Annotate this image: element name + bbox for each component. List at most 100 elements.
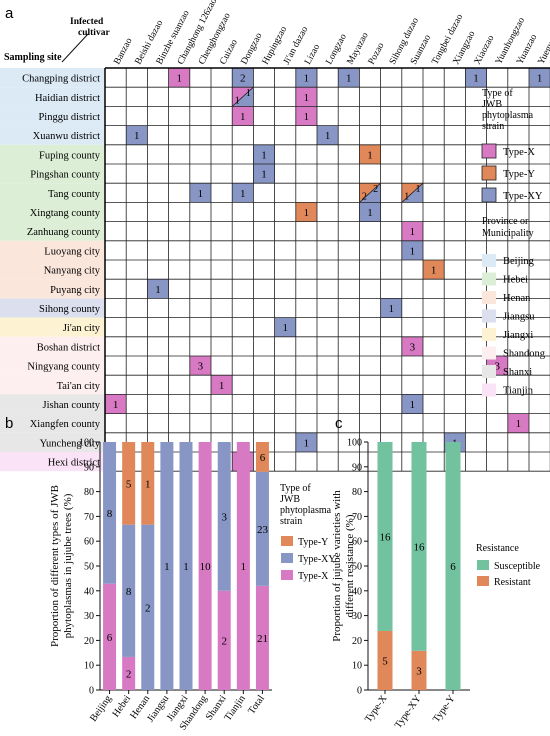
cell-fill	[465, 68, 487, 88]
bar-segment	[141, 524, 155, 690]
panel-c-chart: c0102030405060708090100516Type-X316Type-…	[331, 415, 541, 731]
cell-fill	[211, 375, 233, 395]
y-tick-label: 20	[352, 636, 362, 647]
cell-split-line	[359, 182, 381, 203]
cell-fill	[295, 202, 317, 222]
cell-value: 1	[516, 418, 522, 430]
bar-segment	[122, 656, 136, 690]
bar-count-label: 23	[257, 524, 269, 536]
y-tick-label: 100	[79, 438, 94, 449]
legend-prov-swatch	[482, 309, 496, 323]
legend-prov-title: Municipality	[482, 228, 534, 239]
y-axis-label-line1: Proportion of different types of JWB	[49, 485, 61, 647]
cell-value: 1	[134, 130, 140, 142]
bar-count-label: 1	[145, 478, 151, 490]
site-label: Pingshan county	[30, 170, 100, 181]
legend-type-title: JWB	[482, 99, 502, 110]
cell-value: 3	[494, 361, 500, 373]
legend-prov-label: Jiangsu	[503, 312, 535, 323]
cell-value: 1	[176, 73, 182, 85]
legend-prov-label: Shanxi	[503, 367, 532, 378]
y-tick-label: 70	[84, 512, 94, 523]
cell-value: 1	[304, 92, 310, 104]
cell-value: 1	[367, 207, 373, 219]
site-label: Changping district	[22, 74, 100, 85]
y-tick-label: 80	[352, 487, 362, 498]
y-tick-label: 30	[84, 611, 94, 622]
site-label: Xuanwu district	[33, 131, 100, 142]
y-tick-label: 90	[352, 462, 362, 473]
cell-value: 2	[240, 73, 246, 85]
cell-fill	[147, 279, 169, 299]
bar-segment	[217, 590, 231, 690]
y-tick-label: 50	[352, 562, 362, 573]
y-axis-label-line2: different resistance (%)	[344, 514, 356, 617]
cell-value: 1	[261, 169, 267, 181]
legend-label: Type-XY	[298, 554, 336, 565]
y-axis-label-line2: phytoplasmas in jujube trees (%)	[62, 493, 74, 638]
y-tick-label: 0	[357, 686, 362, 697]
legend-prov-label: Beijing	[503, 256, 535, 267]
cultivar-label: Banzao	[112, 36, 134, 66]
legend-swatch	[477, 560, 489, 570]
x-tick-label: Type-XY	[393, 693, 424, 730]
site-label: Hexi district	[48, 458, 100, 469]
y-tick-label: 10	[84, 661, 94, 672]
legend-label: Susceptible	[494, 561, 541, 572]
bar-segment	[255, 585, 269, 690]
legend-swatch	[281, 553, 293, 563]
legend-prov-swatch	[482, 346, 496, 360]
cell-value: 2	[362, 191, 367, 202]
legend-type-label: Type-X	[503, 147, 535, 158]
cell-value: 1	[235, 95, 240, 106]
site-row-bg	[0, 336, 105, 356]
panel-letter-b: b	[5, 415, 13, 432]
x-tick-label: Type-X	[363, 693, 390, 725]
y-axis-label: Proportion of jujube varieties withdiffe…	[331, 490, 356, 642]
site-label: Yuncheng city	[40, 438, 101, 449]
bar-count-label: 1	[241, 561, 247, 573]
legend-prov-swatch	[482, 383, 496, 397]
bar-count-label: 6	[260, 452, 266, 464]
cell-fill	[105, 394, 127, 414]
bar-segment	[377, 442, 393, 631]
site-label: Nanyang city	[44, 266, 101, 277]
cell-value: 3	[198, 361, 204, 373]
cell-value: 1	[304, 207, 310, 219]
site-label: Xiangfen county	[30, 419, 101, 430]
y-tick-label: 60	[352, 537, 362, 548]
bar-segment	[411, 650, 427, 690]
cell-value: 1	[410, 245, 416, 257]
cell-value: 1	[304, 111, 310, 123]
bar-segment	[236, 442, 250, 690]
site-label: Puyang city	[50, 285, 101, 296]
cell-fill	[295, 87, 317, 107]
y-tick-label: 100	[347, 438, 362, 449]
cell-fill	[529, 68, 550, 88]
cultivar-label: Cuizao	[218, 38, 240, 67]
y-tick-label: 40	[84, 586, 94, 597]
legend-type-label: Type-Y	[503, 169, 535, 180]
legend-label: Resistant	[494, 577, 531, 588]
bar-segment	[103, 583, 117, 690]
legend-title: strain	[280, 516, 302, 527]
legend-prov-title: Province or	[482, 216, 529, 227]
site-row-bg	[0, 87, 105, 107]
site-label: Tai'an city	[57, 381, 101, 392]
cell-fill	[401, 336, 423, 356]
cell-split-line	[401, 182, 424, 203]
cell-fill	[338, 68, 360, 88]
bar-segment	[179, 442, 193, 690]
legend-prov-swatch	[482, 291, 496, 304]
cell-value: 1	[240, 111, 246, 123]
y-tick-label: 50	[84, 562, 94, 573]
site-label: Sihong county	[39, 304, 101, 315]
bar-count-label: 16	[380, 531, 392, 543]
panel-letter-a: a	[5, 5, 14, 22]
y-tick-label: 30	[352, 611, 362, 622]
y-tick-label: 40	[352, 586, 362, 597]
y-tick-label: 0	[89, 686, 94, 697]
site-label: Xingtang county	[30, 208, 101, 219]
cell-split-line	[231, 86, 254, 107]
